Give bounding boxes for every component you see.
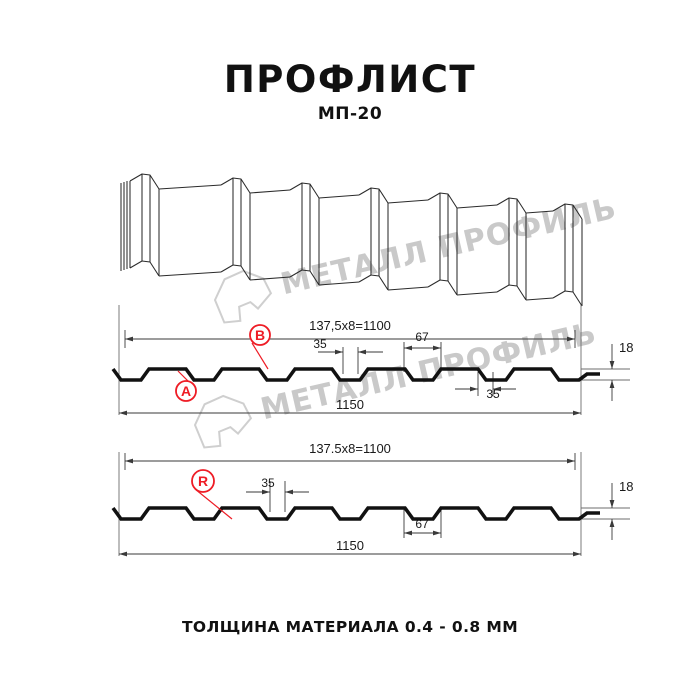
balloon-r-label: R bbox=[198, 473, 208, 489]
dim-valley2-top bbox=[455, 372, 516, 396]
dim-height-bottom-label: 18 bbox=[619, 479, 633, 494]
page-title: ПРОФЛИСТ bbox=[223, 58, 477, 101]
dim-crest-top bbox=[403, 342, 442, 372]
balloon-b-label: B bbox=[255, 327, 265, 343]
material-thickness-note: ТОЛЩИНА МАТЕРИАЛА 0.4 - 0.8 ММ bbox=[181, 618, 519, 636]
dim-height-bottom bbox=[609, 483, 615, 540]
dim-pitch-bottom-label: 137.5x8=1100 bbox=[309, 441, 391, 456]
dim-height-top-label: 18 bbox=[619, 340, 633, 355]
profile-outline-bottom bbox=[111, 506, 600, 521]
balloon-b bbox=[249, 324, 271, 346]
profile-outline-top bbox=[111, 367, 600, 382]
page-subtitle: МП-20 bbox=[317, 104, 383, 124]
dim-crest-top-label: 67 bbox=[415, 330, 429, 344]
dim-pitch-bottom bbox=[124, 453, 576, 470]
dim-overall-bottom bbox=[119, 551, 581, 557]
balloon-a bbox=[175, 380, 197, 402]
dim-height-top bbox=[609, 344, 615, 401]
dim-pitch-top-label: 137,5x8=1100 bbox=[309, 318, 391, 333]
dim-valley-top-label: 35 bbox=[313, 337, 327, 351]
watermark-logo-icon bbox=[193, 394, 253, 449]
dim-overall-top bbox=[119, 410, 581, 416]
dim-pitch-top bbox=[124, 330, 576, 348]
dim-crest-bottom bbox=[403, 508, 442, 538]
dim-valley-top bbox=[318, 347, 383, 374]
dim-valley-bottom-label: 35 bbox=[261, 476, 275, 490]
balloon-r bbox=[191, 469, 215, 493]
dim-overall-bottom-label: 1150 bbox=[336, 538, 364, 553]
dim-overall-top-label: 1150 bbox=[336, 397, 364, 412]
balloon-group-bottom: R bbox=[191, 469, 233, 520]
dim-valley2-top-label: 35 bbox=[486, 387, 500, 401]
balloon-group-top: A B bbox=[175, 324, 271, 402]
watermark-logo-icon bbox=[213, 269, 273, 324]
dim-valley-bottom bbox=[246, 481, 309, 512]
balloon-a-label: A bbox=[181, 383, 191, 399]
